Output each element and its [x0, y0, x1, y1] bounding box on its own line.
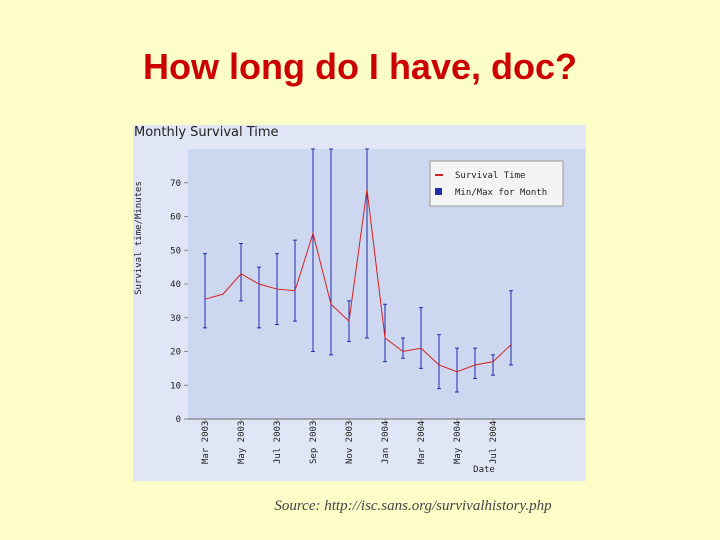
y-tick-label: 50: [170, 246, 181, 256]
x-tick-labels: Mar 2003 May 2003 Jul 2003 Sep 2003 Nov 2003…: [201, 419, 499, 464]
y-axis-label: Survival time/Minutes: [134, 181, 144, 295]
y-tick-label: 30: [170, 314, 181, 324]
x-tick-label: Jul 2004: [489, 421, 499, 464]
x-tick-label: Jan 2004: [381, 421, 391, 464]
x-tick-label: Jul 2003: [273, 421, 283, 464]
slide-title: How long do I have, doc?: [142, 46, 577, 87]
source-caption: Source: http://isc.sans.org/survivalhist…: [274, 498, 552, 514]
x-tick-label: Nov 2003: [345, 421, 355, 464]
x-tick-label: Mar 2004: [417, 421, 427, 464]
x-tick-label: Sep 2003: [309, 421, 319, 464]
y-tick-labels: 0 10 20 30 40 50 60 70: [170, 179, 188, 425]
legend-label-min-max: Min/Max for Month: [455, 188, 547, 198]
y-tick-label: 20: [170, 348, 181, 358]
legend: Survival Time Min/Max for Month: [429, 160, 564, 207]
legend-swatch-min-max: [435, 188, 442, 195]
legend-label-survival-time: Survival Time: [455, 171, 525, 181]
y-tick-label: 0: [176, 415, 181, 425]
y-tick-label: 60: [170, 213, 181, 223]
y-tick-label: 10: [170, 381, 181, 391]
legend-box: [429, 160, 564, 207]
chart-title: Monthly Survival Time: [134, 125, 279, 140]
x-tick-label: Mar 2003: [201, 421, 211, 464]
x-tick-label: May 2004: [453, 421, 463, 464]
min-max-bars: [203, 148, 513, 393]
y-tick-label: 70: [170, 179, 181, 189]
y-tick-label: 40: [170, 280, 181, 290]
x-tick-label: May 2003: [237, 421, 247, 464]
x-axis-label: Date: [473, 465, 495, 475]
legend-swatch-survival-time: [435, 174, 443, 176]
survival-time-line: [204, 189, 512, 373]
